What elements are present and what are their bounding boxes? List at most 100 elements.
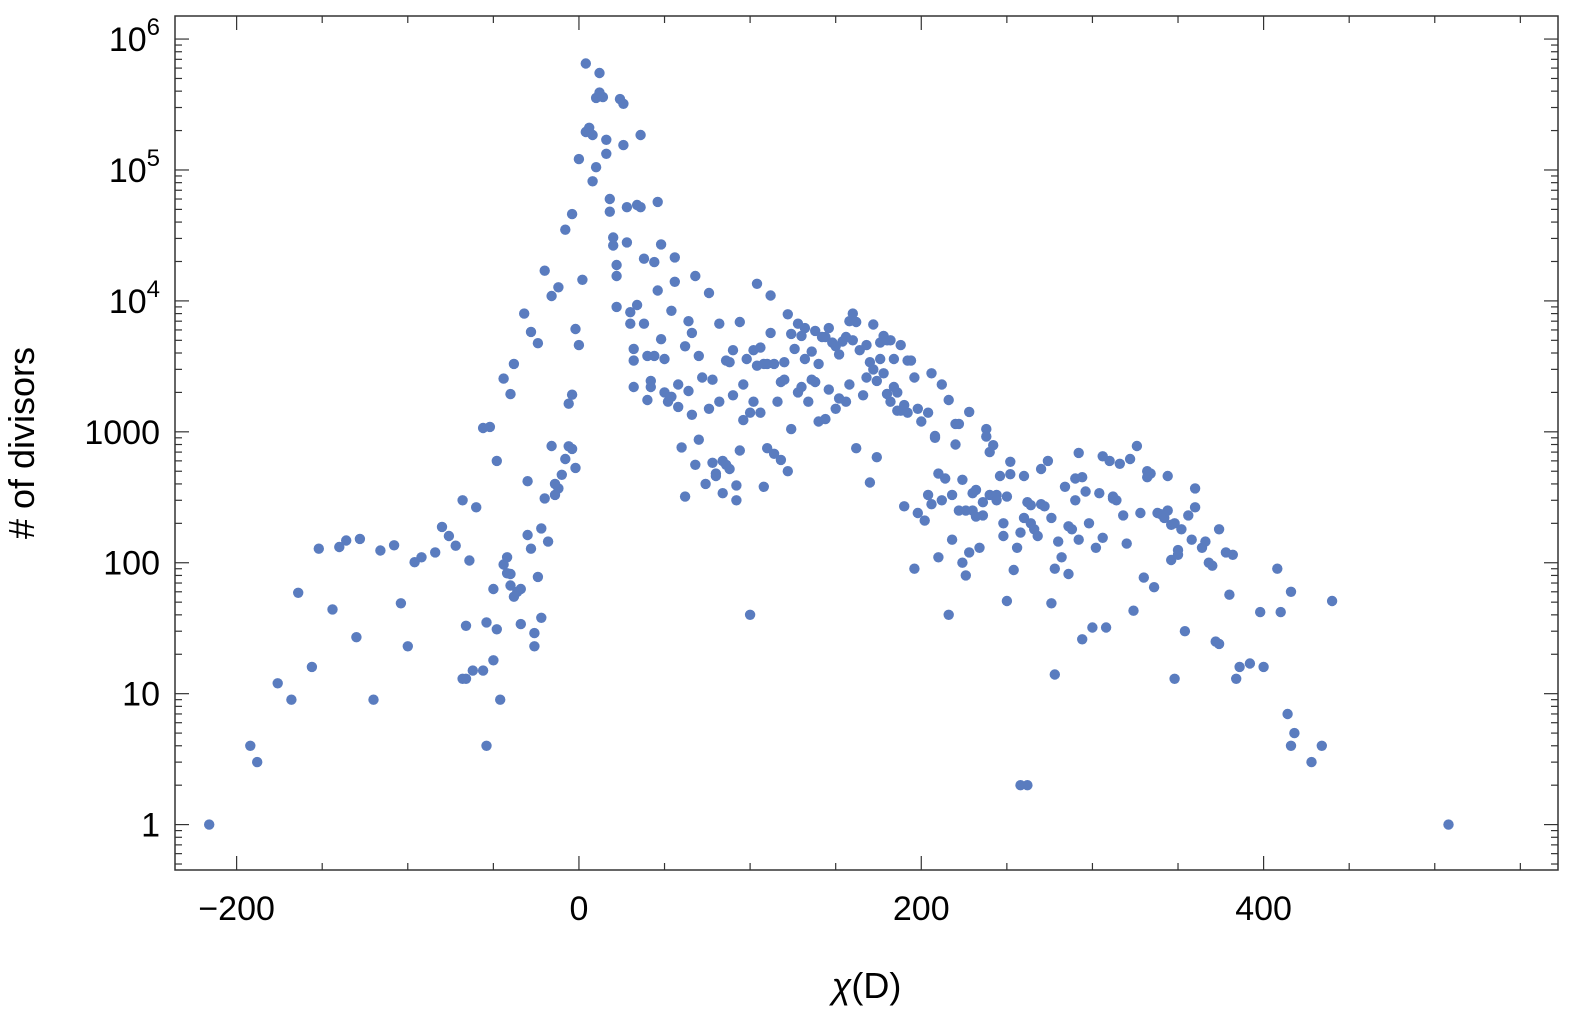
- data-point: [1114, 458, 1126, 469]
- data-point: [1131, 440, 1143, 452]
- data-point: [1179, 626, 1191, 637]
- data-point: [1063, 568, 1074, 580]
- data-point: [1077, 634, 1088, 645]
- data-point: [645, 381, 656, 393]
- data-point: [1224, 589, 1235, 600]
- data-point: [912, 507, 923, 519]
- data-point: [806, 346, 817, 357]
- data-point: [765, 327, 776, 339]
- data-point: [536, 612, 547, 623]
- data-point: [964, 547, 975, 558]
- y-tick-label: 100: [103, 545, 160, 583]
- data-point: [655, 239, 667, 250]
- data-point: [546, 290, 557, 302]
- data-point: [970, 484, 982, 496]
- data-point: [741, 353, 752, 365]
- data-point: [1111, 495, 1122, 506]
- data-point: [1049, 563, 1061, 574]
- data-point: [1022, 780, 1033, 791]
- data-point: [351, 632, 362, 643]
- data-point: [981, 423, 992, 435]
- data-point: [601, 148, 612, 159]
- data-point: [669, 276, 680, 287]
- data-point: [608, 240, 619, 251]
- data-point: [823, 384, 834, 395]
- data-point: [697, 372, 708, 383]
- data-point: [1258, 661, 1269, 673]
- data-point: [762, 443, 773, 454]
- data-point: [977, 510, 989, 521]
- data-point: [491, 455, 502, 467]
- data-point: [491, 624, 502, 635]
- data-point: [1039, 501, 1050, 512]
- data-point: [560, 224, 571, 235]
- data-point: [587, 176, 598, 187]
- data-point: [916, 416, 927, 427]
- data-point: [1227, 549, 1239, 560]
- data-point: [768, 448, 780, 459]
- data-point: [1005, 469, 1016, 480]
- data-point: [522, 476, 533, 487]
- data-point: [810, 325, 821, 337]
- data-point: [1162, 505, 1173, 516]
- data-point: [700, 478, 711, 490]
- data-point: [1032, 530, 1043, 542]
- data-point: [1162, 470, 1173, 482]
- data-point: [1169, 518, 1180, 529]
- data-point: [1001, 595, 1013, 607]
- data-point: [611, 270, 622, 282]
- data-point: [789, 343, 800, 355]
- data-point: [912, 403, 923, 414]
- data-point: [875, 353, 886, 365]
- data-point: [477, 665, 489, 676]
- data-point: [830, 403, 841, 414]
- data-point: [388, 540, 400, 551]
- data-point: [1005, 456, 1016, 467]
- data-point: [416, 552, 427, 563]
- data-point: [306, 661, 318, 673]
- data-point: [714, 318, 725, 329]
- data-point: [974, 542, 985, 553]
- data-point: [638, 253, 650, 264]
- data-point: [666, 305, 677, 316]
- data-point: [823, 322, 834, 334]
- data-point: [878, 368, 889, 379]
- data-point: [1176, 524, 1187, 535]
- data-point: [635, 129, 646, 141]
- data-point: [782, 309, 793, 320]
- data-point: [1049, 669, 1061, 680]
- data-point: [871, 452, 882, 463]
- data-point: [522, 529, 533, 541]
- data-point: [505, 568, 516, 580]
- x-tick-label: 0: [569, 890, 588, 928]
- data-point: [515, 583, 526, 595]
- data-point: [714, 396, 725, 407]
- data-point: [734, 445, 745, 456]
- data-point: [707, 457, 718, 468]
- data-point: [1275, 606, 1286, 618]
- data-point: [799, 353, 811, 365]
- data-point: [1282, 708, 1293, 720]
- data-point: [1025, 500, 1037, 511]
- data-point: [964, 406, 975, 418]
- data-point: [943, 609, 954, 620]
- data-point: [1080, 486, 1091, 497]
- data-point: [604, 206, 615, 217]
- data-point: [628, 343, 639, 355]
- data-point: [820, 413, 831, 425]
- data-point: [683, 385, 694, 397]
- data-point: [799, 322, 811, 334]
- data-point: [495, 694, 506, 705]
- data-point: [484, 421, 496, 433]
- data-point: [957, 557, 968, 568]
- data-point: [354, 533, 366, 545]
- data-point: [724, 463, 735, 475]
- data-point: [926, 368, 937, 379]
- data-point: [1172, 549, 1184, 560]
- data-point: [525, 326, 537, 338]
- data-point: [628, 381, 639, 393]
- data-point: [1148, 582, 1160, 593]
- data-point: [498, 373, 509, 384]
- data-point: [471, 502, 482, 513]
